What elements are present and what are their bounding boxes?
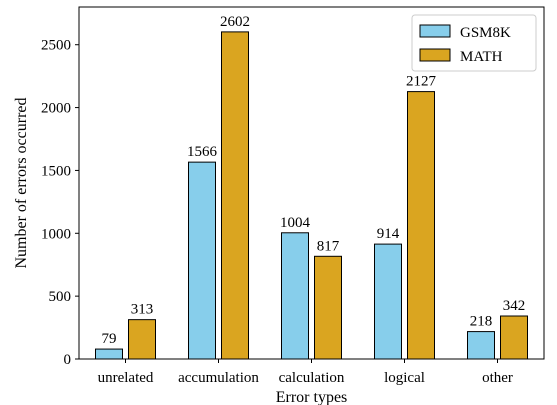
x-tick-label-calculation: calculation [279, 370, 345, 386]
data-label-math-other: 342 [503, 298, 526, 314]
bar-gsm8k-unrelated [95, 348, 123, 360]
data-label-gsm8k-calculation: 1004 [280, 215, 311, 231]
data-label-gsm8k-unrelated: 79 [102, 331, 117, 347]
y-tick-label-500: 500 [49, 289, 72, 305]
legend-swatch-gsm8k [419, 24, 451, 38]
data-label-gsm8k-other: 218 [470, 314, 493, 330]
y-axis-title: Number of errors occurred [13, 97, 30, 268]
bar-math-calculation [314, 255, 342, 360]
bar-math-other [500, 315, 528, 360]
bar-math-unrelated [128, 319, 156, 360]
legend: GSM8K MATH [411, 14, 537, 72]
y-tick-label-2500: 2500 [41, 38, 71, 54]
data-label-gsm8k-logical: 914 [377, 226, 400, 242]
x-tick-label-accumulation: accumulation [178, 370, 259, 386]
data-label-math-unrelated: 313 [131, 302, 154, 318]
x-tick-label-logical: logical [384, 370, 425, 386]
bar-math-logical [407, 91, 435, 360]
bar-gsm8k-other [467, 331, 495, 360]
legend-swatch-math [419, 48, 451, 62]
data-label-math-calculation: 817 [317, 238, 340, 254]
bar-gsm8k-logical [374, 243, 402, 360]
bar-gsm8k-accumulation [188, 161, 216, 360]
y-tick-label-1500: 1500 [41, 163, 71, 179]
data-label-math-accumulation: 2602 [220, 14, 250, 30]
legend-label-gsm8k: GSM8K [460, 25, 511, 41]
data-label-math-logical: 2127 [406, 74, 437, 90]
x-tick-label-other: other [482, 370, 513, 386]
y-axis: 0 500 1000 1500 2000 2500 [41, 38, 79, 368]
bar-math-accumulation [221, 31, 249, 360]
plot-frame [78, 6, 545, 360]
x-axis: unrelated accumulation calculation logical o… [98, 359, 513, 386]
bar-gsm8k-calculation [281, 232, 309, 360]
y-tick-label-1000: 1000 [41, 226, 71, 242]
x-axis-title: Error types [276, 389, 348, 405]
y-tick-label-0: 0 [64, 352, 72, 368]
data-label-gsm8k-accumulation: 1566 [187, 144, 218, 160]
data-labels-layer: 79 313 1566 2602 1004 817 914 2127 218 342 [102, 14, 526, 347]
bars-layer [95, 31, 528, 360]
y-tick-label-2000: 2000 [41, 101, 71, 117]
x-tick-label-unrelated: unrelated [98, 370, 154, 386]
legend-label-math: MATH [460, 49, 503, 65]
